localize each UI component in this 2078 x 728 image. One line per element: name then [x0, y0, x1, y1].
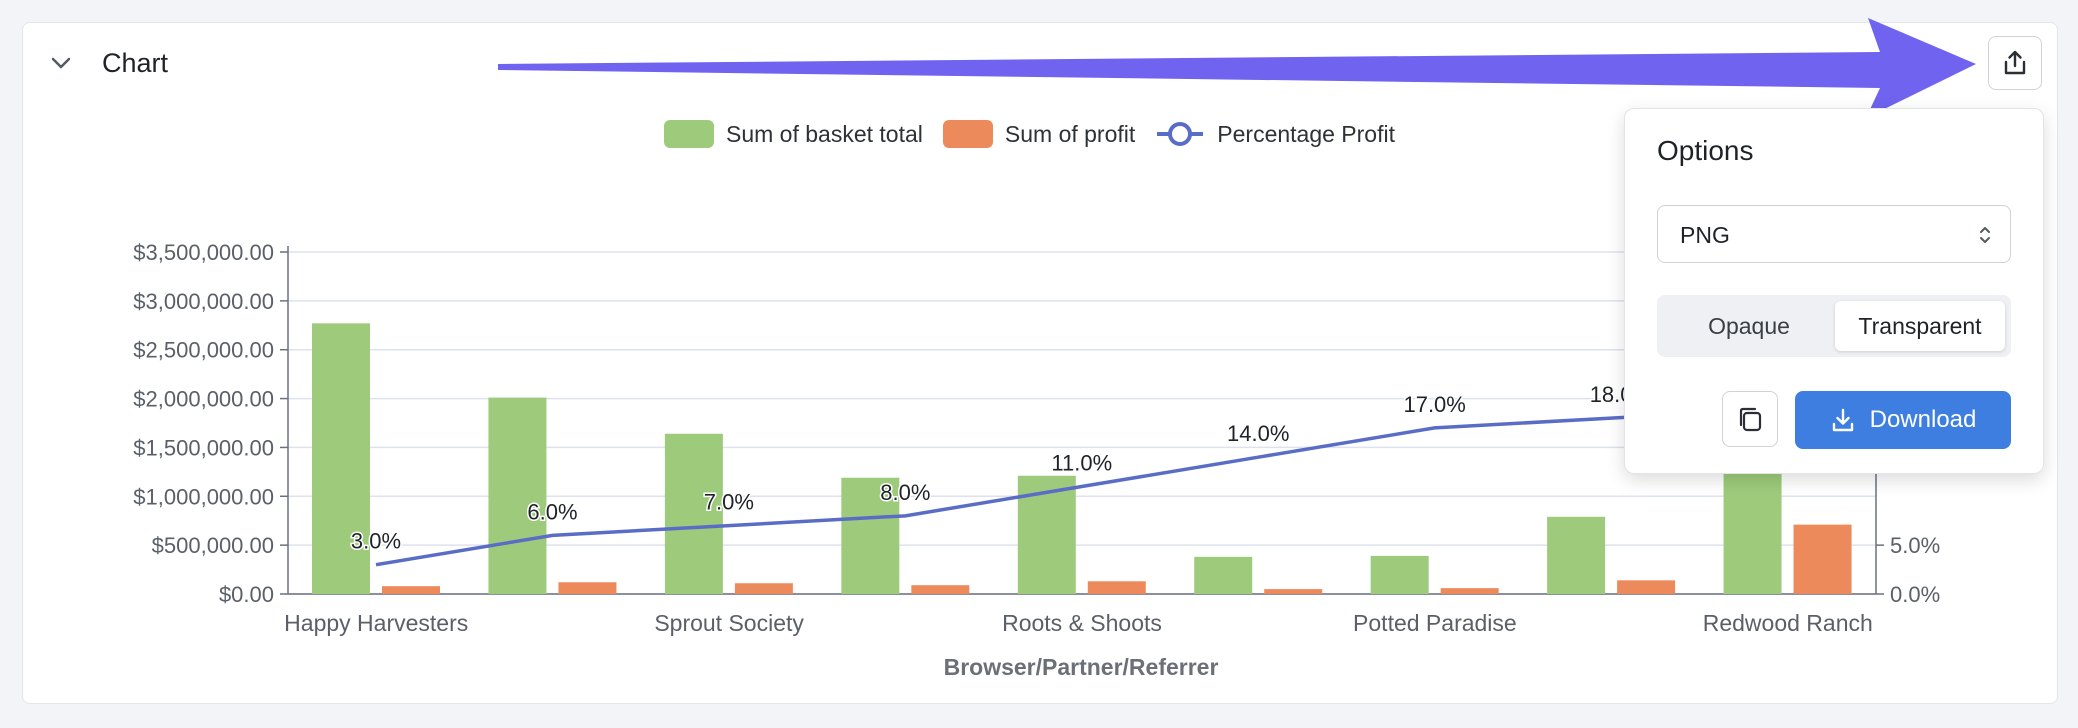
- format-select-value: PNG: [1680, 222, 1730, 248]
- opaque-option[interactable]: Opaque: [1708, 312, 1790, 339]
- x-tick-label: Sprout Society: [654, 610, 804, 636]
- legend-basket[interactable]: Sum of basket total: [664, 120, 923, 148]
- bar-profit: [1087, 581, 1146, 594]
- transparent-option[interactable]: Transparent: [1835, 301, 2005, 351]
- bar-profit: [1793, 524, 1852, 594]
- chevron-down-icon[interactable]: [50, 52, 72, 74]
- legend-profit[interactable]: Sum of profit: [942, 120, 1136, 148]
- panel-title: Chart: [102, 48, 169, 78]
- legend-profit-swatch: [942, 120, 993, 148]
- legend-basket-label: Sum of basket total: [726, 120, 923, 147]
- y2-tick-label: 0.0%: [1890, 582, 1940, 607]
- background-toggle: Opaque Transparent: [1657, 295, 2011, 357]
- bar-profit: [558, 582, 617, 594]
- legend-pct-marker: [1157, 122, 1204, 146]
- chevron-up-down-icon: [1980, 227, 1990, 243]
- y-tick-label: $500,000.00: [152, 533, 274, 558]
- chart-legend: Sum of basket total Sum of profit Percen…: [664, 120, 1415, 148]
- data-label: 3.0%: [351, 529, 401, 554]
- data-label: 17.0%: [1403, 392, 1465, 417]
- bar-profit: [382, 586, 440, 594]
- popover-title: Options: [1657, 135, 1754, 166]
- bar-profit: [734, 583, 793, 594]
- export-button[interactable]: [1988, 36, 2042, 90]
- y-tick-label: $3,000,000.00: [133, 289, 274, 314]
- bar-profit: [1617, 580, 1676, 594]
- download-button[interactable]: Download: [1795, 391, 2011, 449]
- export-options-popover: Options PNG Opaque Transparent Download: [1624, 108, 2044, 474]
- x-tick-label: Happy Harvesters: [284, 610, 468, 636]
- y-tick-label: $3,500,000.00: [133, 240, 274, 265]
- copy-button[interactable]: [1722, 391, 1778, 447]
- data-label: 14.0%: [1227, 421, 1289, 446]
- x-tick-label: Redwood Ranch: [1703, 610, 1873, 636]
- bar-profit: [911, 585, 970, 594]
- y-tick-label: $2,500,000.00: [133, 338, 274, 363]
- x-tick-label: Potted Paradise: [1353, 610, 1517, 636]
- bar-basket-total: [664, 433, 723, 594]
- y-tick-label: $0.00: [219, 582, 274, 607]
- x-axis-title: Browser/Partner/Referrer: [944, 654, 1219, 680]
- copy-icon: [1739, 407, 1762, 432]
- bar-basket-total: [1547, 516, 1606, 594]
- bar-profit: [1440, 588, 1499, 594]
- share-icon: [2004, 50, 2026, 75]
- y-tick-label: $1,500,000.00: [133, 435, 274, 460]
- data-label: 7.0%: [704, 490, 754, 515]
- line-percentage-profit: [375, 406, 1788, 567]
- bar-basket-total: [488, 397, 547, 594]
- format-select[interactable]: PNG: [1657, 205, 2011, 263]
- bar-profit: [1264, 589, 1323, 594]
- bar-basket-total: [312, 323, 370, 594]
- download-label: Download: [1869, 406, 1977, 433]
- data-label: 6.0%: [527, 499, 577, 524]
- legend-pct-label: Percentage Profit: [1217, 120, 1395, 147]
- bar-basket-total: [1194, 556, 1253, 594]
- y-tick-label: $1,000,000.00: [133, 484, 274, 509]
- legend-pct[interactable]: Percentage Profit: [1155, 120, 1395, 148]
- y-tick-label: $2,000,000.00: [133, 387, 274, 412]
- download-icon: [1832, 408, 1853, 432]
- data-label: 11.0%: [1051, 451, 1112, 476]
- data-label: 8.0%: [880, 480, 930, 505]
- bar-basket-total: [841, 477, 900, 594]
- bar-basket-total: [1370, 555, 1429, 594]
- x-tick-label: Roots & Shoots: [1002, 610, 1162, 636]
- legend-basket-swatch: [664, 120, 714, 148]
- y2-tick-label: 5.0%: [1890, 533, 1940, 558]
- legend-profit-label: Sum of profit: [1004, 120, 1136, 147]
